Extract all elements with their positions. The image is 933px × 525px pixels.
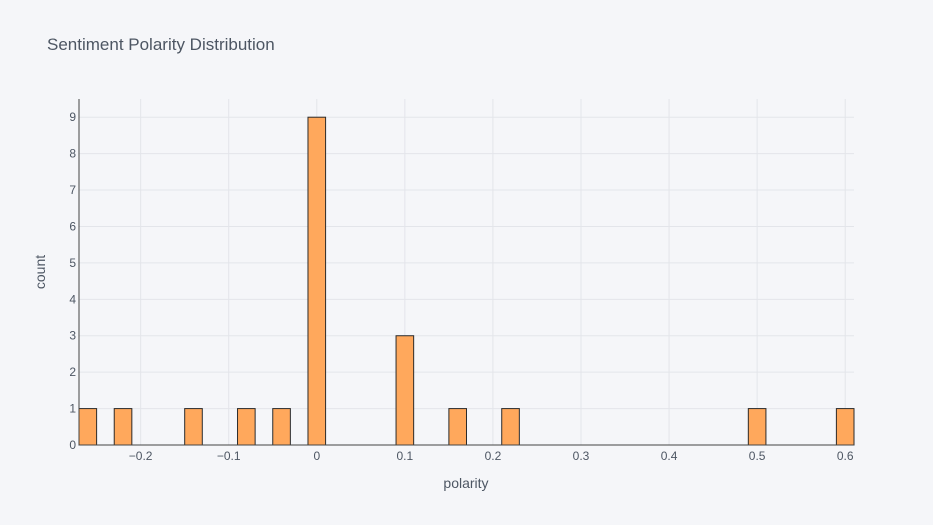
histogram-bar bbox=[395, 335, 415, 446]
grid-lines bbox=[79, 99, 854, 445]
x-tick-label: 0.4 bbox=[661, 449, 678, 463]
histogram-bar bbox=[501, 408, 520, 446]
histogram-bar bbox=[78, 408, 98, 446]
x-tick-label: 0 bbox=[313, 449, 320, 463]
y-tick-label: 6 bbox=[69, 219, 76, 233]
histogram-bar bbox=[272, 408, 291, 446]
tick-labels: −0.2 −0.1 0 0.1 0.2 0.3 0.4 0.5 0.6 0 1 2 3 4 5 6 7 8 9 bbox=[69, 110, 854, 463]
y-tick-label: 9 bbox=[69, 110, 76, 124]
chart-title: Sentiment Polarity Distribution bbox=[47, 35, 275, 54]
x-tick-label: 0.3 bbox=[573, 449, 590, 463]
y-tick-label: 2 bbox=[69, 365, 76, 379]
histogram-bar bbox=[307, 116, 327, 446]
x-tick-label: 0.5 bbox=[749, 449, 766, 463]
histogram-bar bbox=[237, 408, 256, 446]
y-axis-title: count bbox=[32, 255, 48, 289]
y-tick-label: 0 bbox=[69, 438, 76, 452]
x-tick-label: 0.1 bbox=[397, 449, 414, 463]
histogram-bar bbox=[747, 408, 767, 446]
x-tick-label: −0.1 bbox=[217, 449, 241, 463]
y-tick-label: 8 bbox=[69, 147, 76, 161]
y-tick-label: 1 bbox=[69, 402, 76, 416]
x-tick-label: 0.6 bbox=[837, 449, 854, 463]
y-tick-label: 7 bbox=[69, 183, 76, 197]
x-tick-label: 0.2 bbox=[485, 449, 502, 463]
histogram-bar bbox=[835, 408, 855, 446]
bars bbox=[78, 116, 855, 446]
axes bbox=[78, 99, 854, 446]
histogram-bar bbox=[184, 408, 203, 446]
histogram-bar bbox=[448, 408, 467, 446]
histogram-bar bbox=[113, 408, 133, 446]
x-tick-label: −0.2 bbox=[129, 449, 153, 463]
y-tick-label: 4 bbox=[69, 292, 76, 306]
x-axis-title: polarity bbox=[443, 475, 488, 491]
y-tick-label: 3 bbox=[69, 329, 76, 343]
y-tick-label: 5 bbox=[69, 256, 76, 270]
